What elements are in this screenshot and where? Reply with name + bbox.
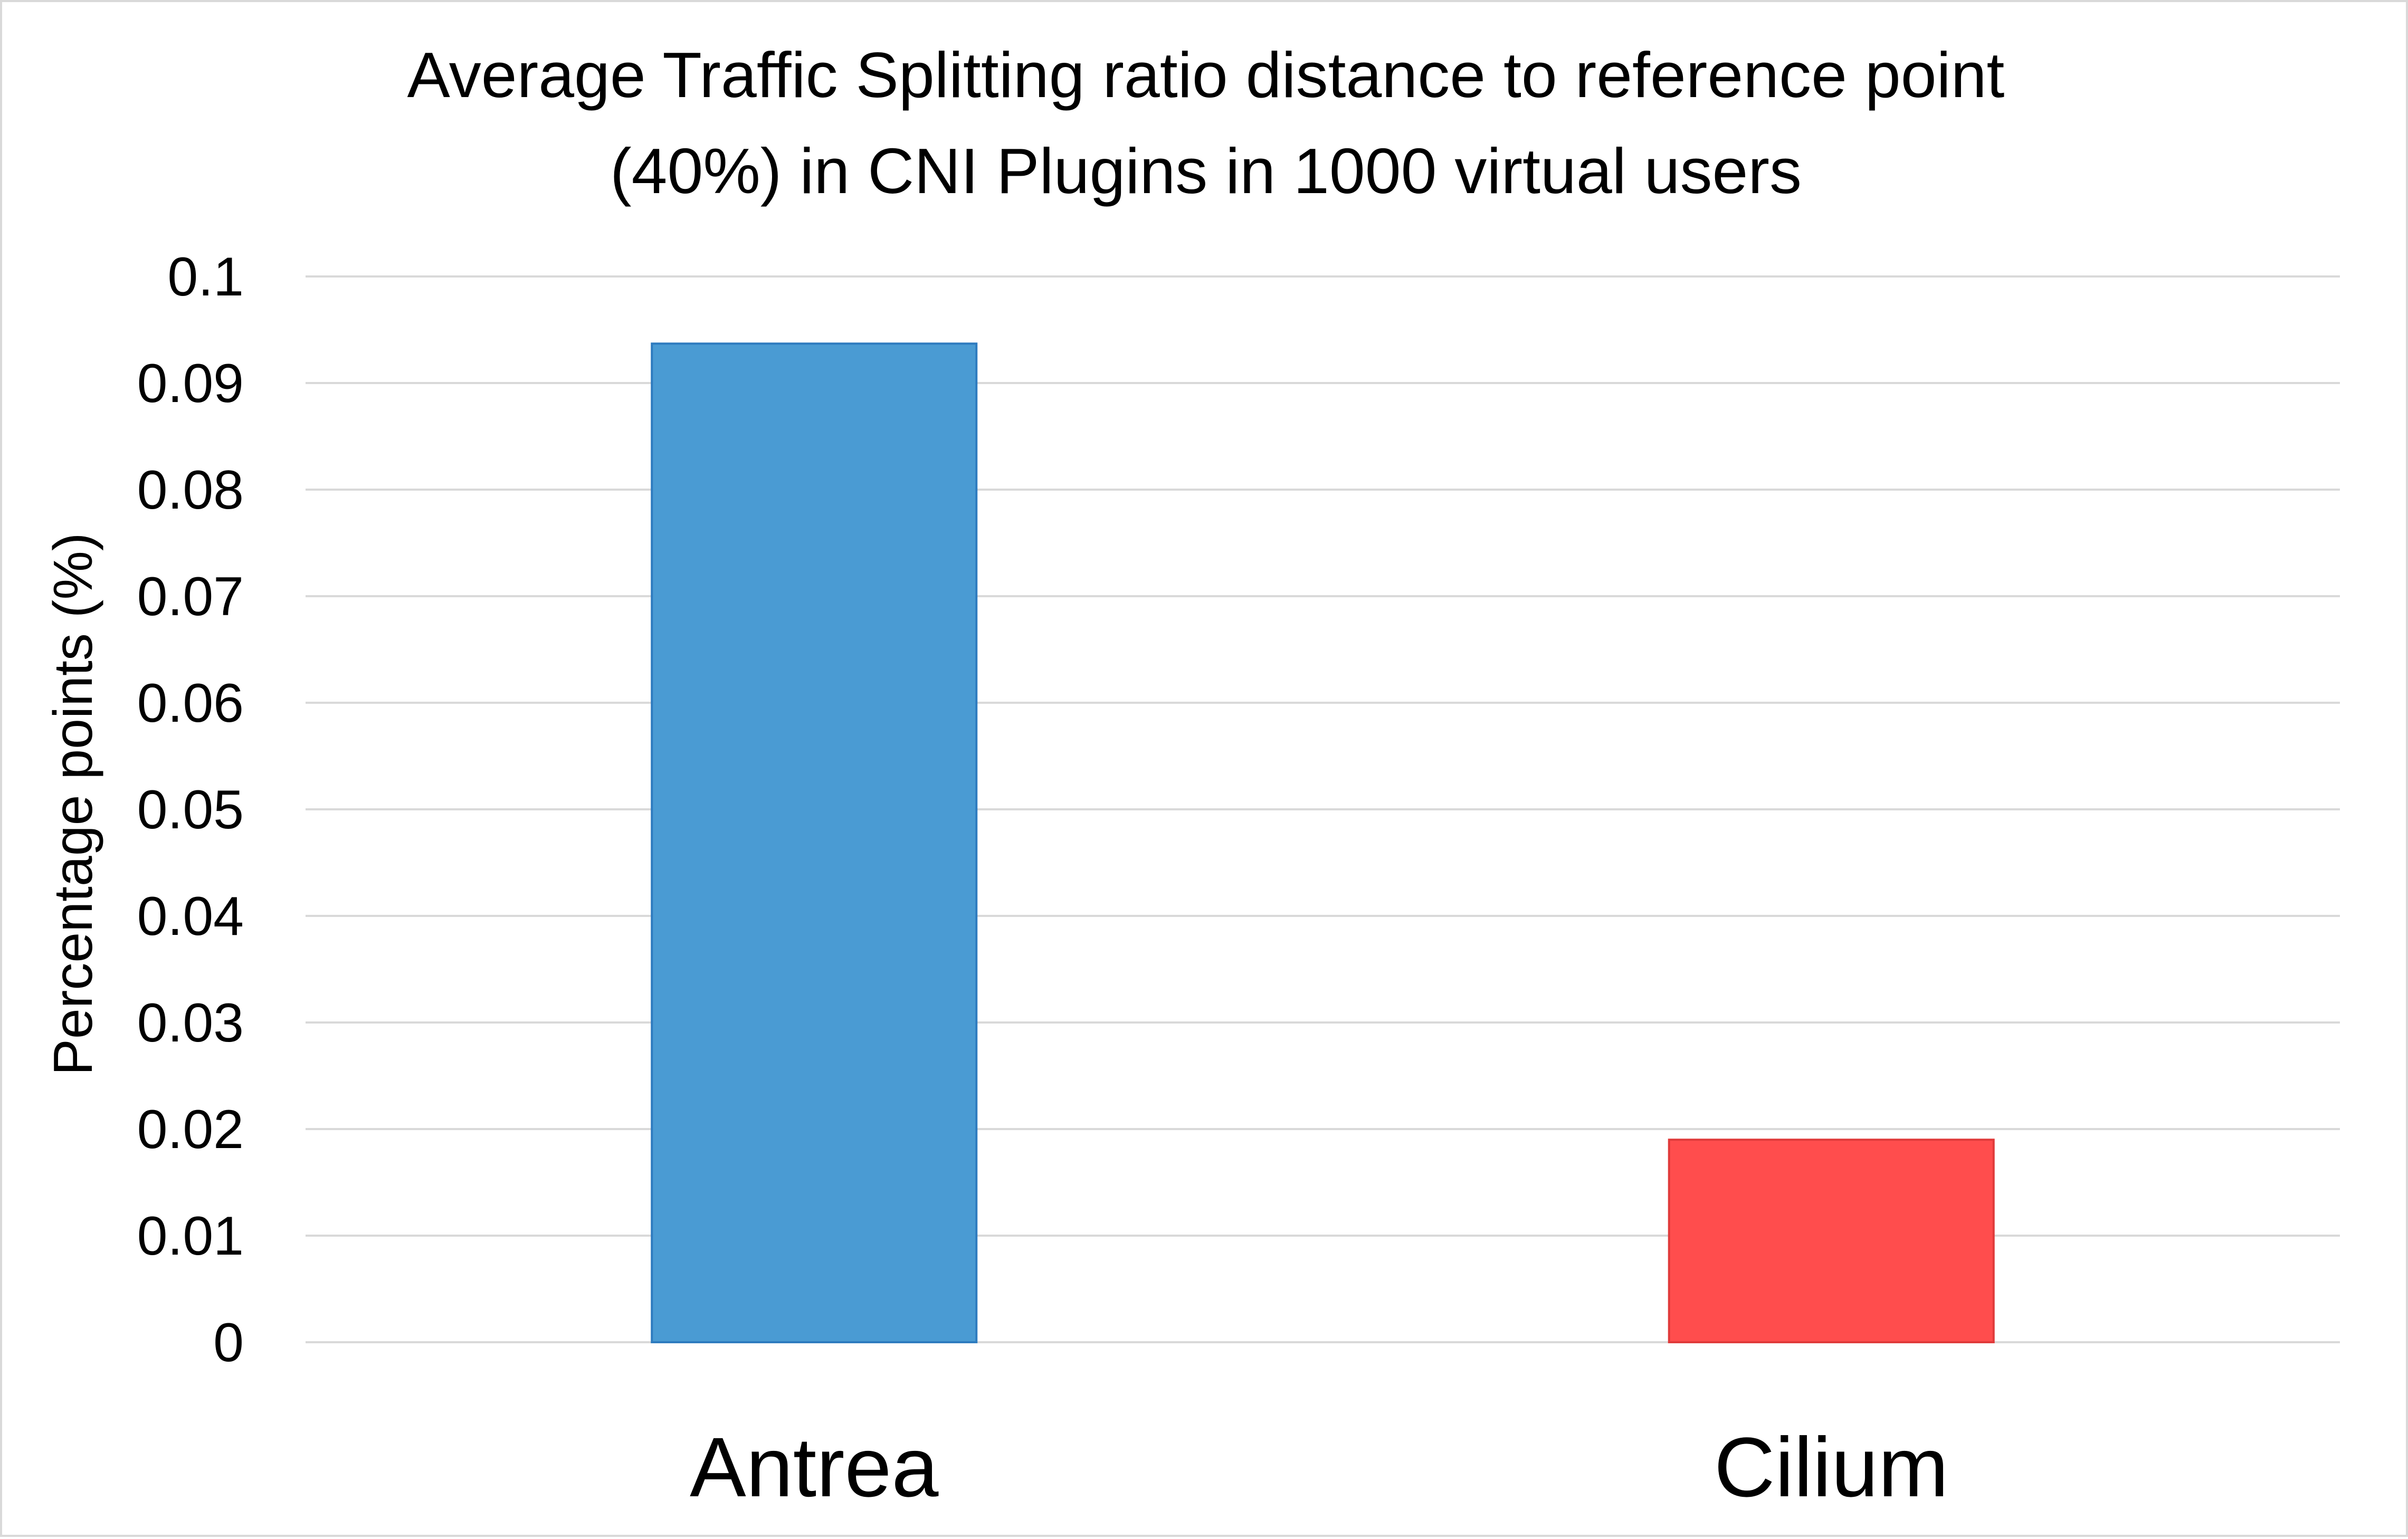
y-tick-label: 0.01 — [137, 1206, 244, 1267]
y-tick-label: 0.1 — [167, 246, 244, 308]
gridlines — [306, 275, 2340, 1343]
y-axis-ticks: 0 0.01 0.02 0.03 0.04 0.05 0.06 0.07 0.08 0.09 0.1 — [137, 246, 244, 1373]
x-axis-categories: Antrea Cilium — [690, 1420, 1948, 1514]
x-category-label: Cilium — [1714, 1420, 1948, 1514]
bar-cilium — [1668, 1139, 1995, 1343]
y-tick-label: 0.02 — [137, 1099, 244, 1160]
chart-title-line-1: Average Traffic Splitting ratio distance… — [407, 39, 2005, 111]
y-tick-label: 0.04 — [137, 886, 244, 947]
y-tick-label: 0.09 — [137, 353, 244, 414]
y-tick-label: 0.06 — [137, 673, 244, 734]
y-tick-label: 0 — [213, 1312, 244, 1373]
bar-antrea — [651, 342, 978, 1343]
chart-title-line-2: (40%) in CNI Plugins in 1000 virtual use… — [610, 135, 1802, 207]
chart-title: Average Traffic Splitting ratio distance… — [407, 39, 2005, 207]
y-tick-label: 0.03 — [137, 992, 244, 1054]
x-category-label: Antrea — [690, 1420, 938, 1514]
bars — [651, 342, 1995, 1343]
y-tick-label: 0.08 — [137, 460, 244, 521]
y-tick-label: 0.05 — [137, 779, 244, 840]
y-axis-label: Percentage points (%) — [43, 533, 104, 1076]
y-tick-label: 0.07 — [137, 566, 244, 627]
